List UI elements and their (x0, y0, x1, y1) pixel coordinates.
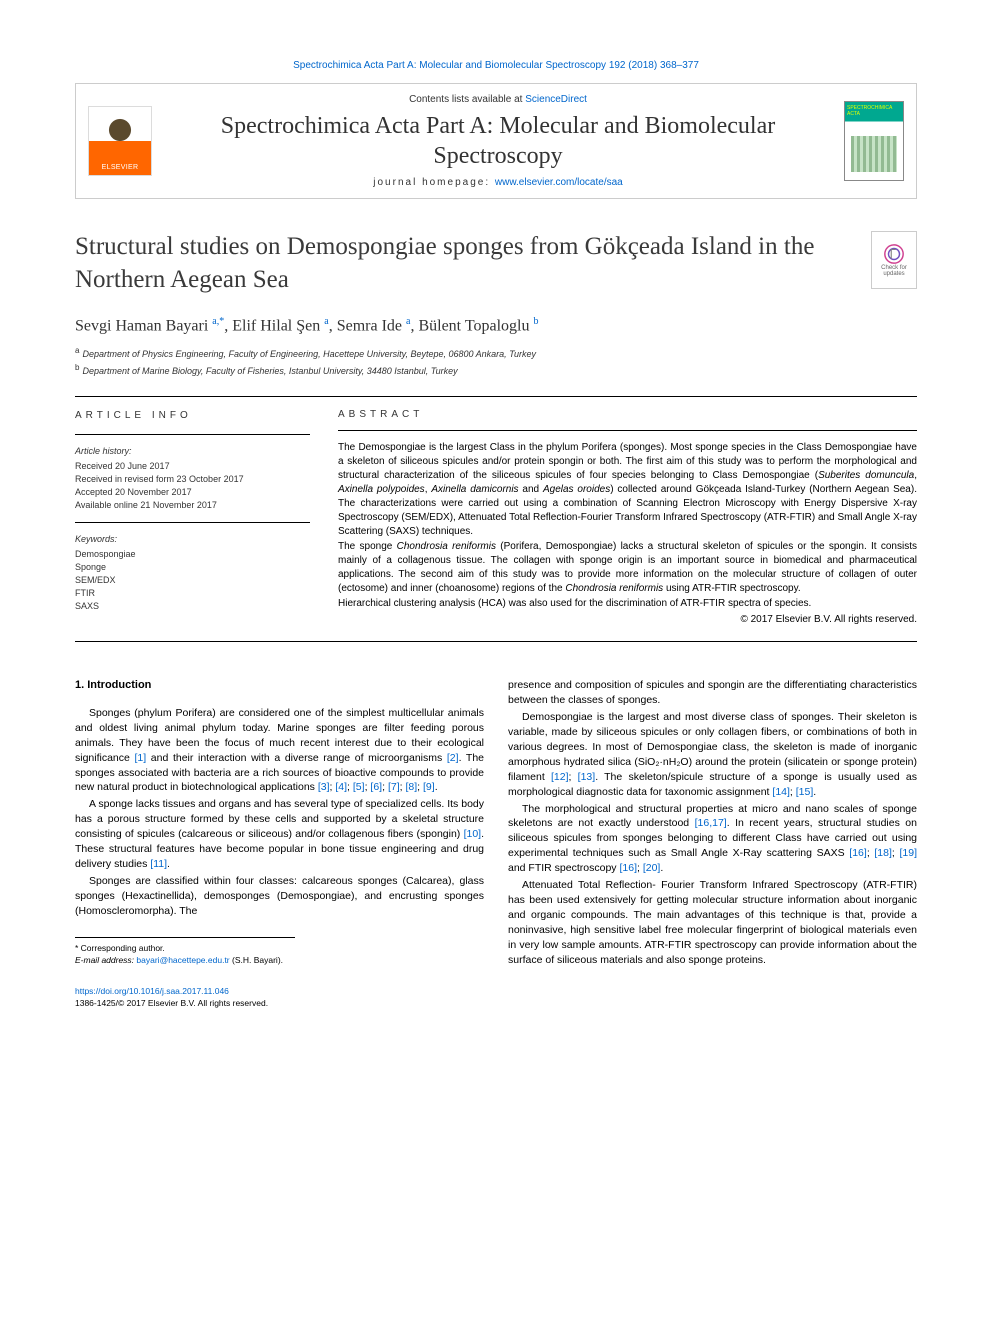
elsevier-logo: ELSEVIER (88, 106, 152, 176)
body-paragraph: A sponge lacks tissues and organs and ha… (75, 797, 484, 872)
body-paragraph: Sponges (phylum Porifera) are considered… (75, 706, 484, 795)
article-info-heading: article info (75, 409, 310, 424)
journal-homepage: journal homepage: www.elsevier.com/locat… (168, 177, 828, 188)
article-title: Structural studies on Demospongiae spong… (75, 231, 871, 296)
doi-link[interactable]: https://doi.org/10.1016/j.saa.2017.11.04… (75, 986, 229, 996)
body-paragraph: presence and composition of spicules and… (508, 678, 917, 708)
keyword: FTIR (75, 587, 310, 600)
section-divider (75, 641, 917, 642)
article-history-title: Article history: (75, 445, 310, 458)
keywords-title: Keywords: (75, 533, 310, 546)
corresponding-email-link[interactable]: bayari@hacettepe.edu.tr (136, 955, 229, 965)
body-column-right: presence and composition of spicules and… (508, 678, 917, 1010)
journal-cover-thumb: SPECTROCHIMICA ACTA (844, 101, 904, 181)
keyword: Demospongiae (75, 548, 310, 561)
body-paragraph: The morphological and structural propert… (508, 802, 917, 877)
sciencedirect-link[interactable]: ScienceDirect (525, 94, 587, 105)
elsevier-logo-text: ELSEVIER (89, 164, 151, 171)
keyword: SAXS (75, 600, 310, 613)
body-column-left: 1. Introduction Sponges (phylum Porifera… (75, 678, 484, 1010)
homepage-link[interactable]: www.elsevier.com/locate/saa (495, 177, 623, 188)
history-line: Accepted 20 November 2017 (75, 486, 310, 499)
contents-line: Contents lists available at ScienceDirec… (168, 94, 828, 105)
body-paragraph: Sponges are classified within four class… (75, 874, 484, 919)
keyword: Sponge (75, 561, 310, 574)
abstract-heading: abstract (338, 409, 917, 420)
section-1-heading: 1. Introduction (75, 678, 484, 694)
check-for-updates-badge[interactable]: Check for updates (871, 231, 917, 289)
history-line: Received in revised form 23 October 2017 (75, 473, 310, 486)
abstract-text: The Demospongiae is the largest Class in… (338, 441, 917, 627)
corresponding-author-block: * Corresponding author. E-mail address: … (75, 937, 295, 967)
affiliations: aDepartment of Physics Engineering, Facu… (75, 345, 917, 378)
check-for-updates-icon (883, 243, 905, 265)
keyword: SEM/EDX (75, 574, 310, 587)
history-line: Received 20 June 2017 (75, 460, 310, 473)
history-line: Available online 21 November 2017 (75, 499, 310, 512)
footer-block: https://doi.org/10.1016/j.saa.2017.11.04… (75, 986, 484, 1010)
authors-line: Sevgi Haman Bayari a,*, Elif Hilal Şen a… (75, 316, 917, 335)
abstract-copyright: © 2017 Elsevier B.V. All rights reserved… (338, 613, 917, 627)
body-paragraph: Attenuated Total Reflection- Fourier Tra… (508, 878, 917, 967)
journal-banner: ELSEVIER Contents lists available at Sci… (75, 83, 917, 199)
body-paragraph: Demospongiae is the largest and most div… (508, 710, 917, 799)
journal-ref-link[interactable]: Spectrochimica Acta Part A: Molecular an… (293, 60, 699, 71)
journal-title: Spectrochimica Acta Part A: Molecular an… (168, 111, 828, 171)
